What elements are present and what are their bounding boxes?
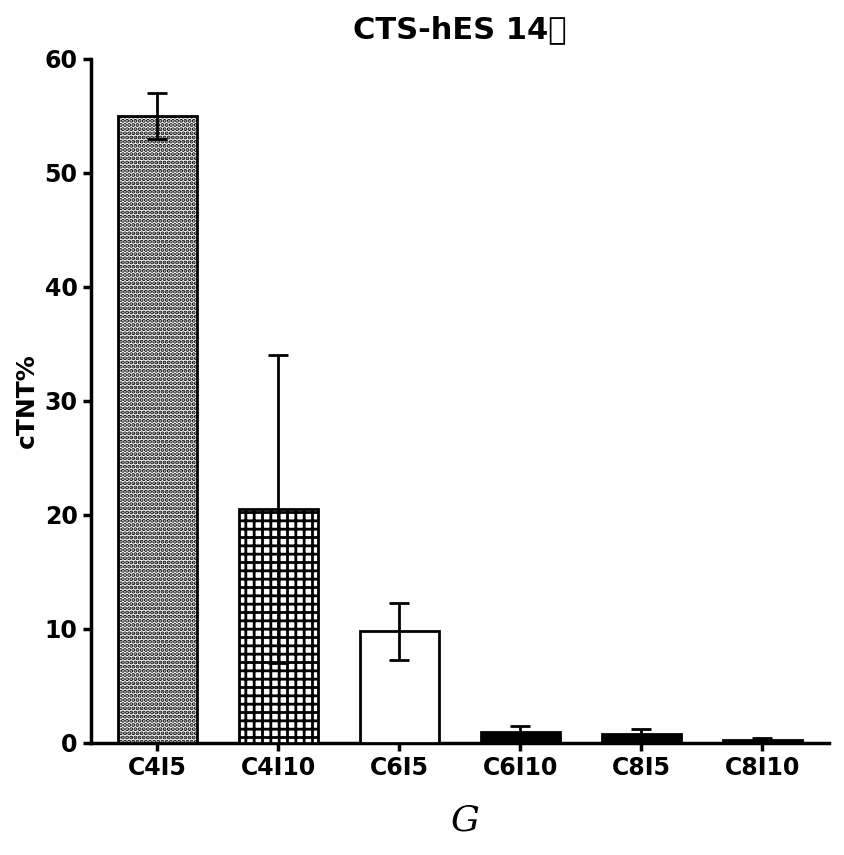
Bar (602, 734, 681, 743)
Title: CTS-hES 14天: CTS-hES 14天 (353, 15, 566, 44)
Bar (481, 732, 560, 743)
Bar (360, 631, 439, 743)
Y-axis label: cTNT%: cTNT% (15, 353, 39, 448)
Bar (239, 510, 317, 743)
Text: G: G (450, 804, 479, 838)
Bar (723, 740, 802, 743)
Bar (118, 115, 197, 743)
